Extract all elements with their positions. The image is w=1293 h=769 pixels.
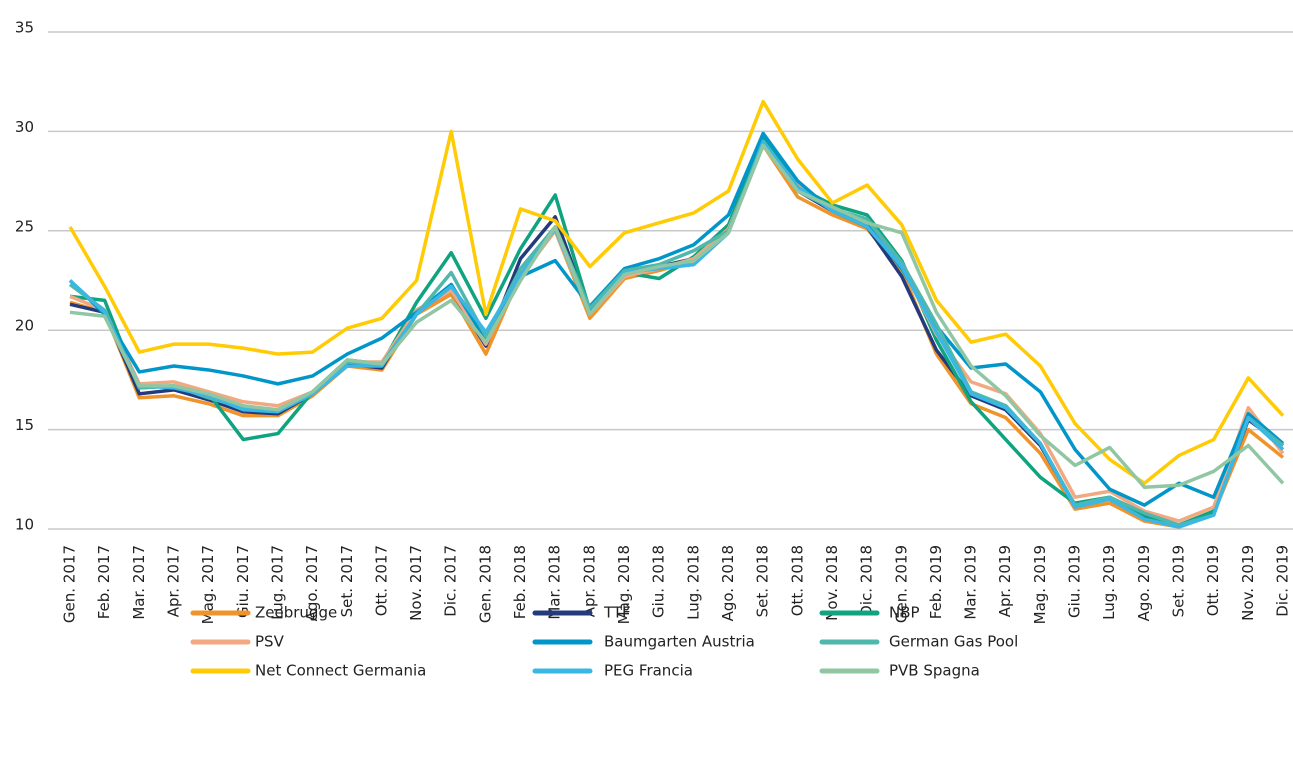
series-line	[69, 139, 1285, 527]
x-tick-label: Feb. 2017	[95, 545, 113, 619]
x-tick-label: Giu. 2019	[1066, 545, 1084, 618]
legend-label: PEG Francia	[604, 662, 693, 680]
x-tick-label: Gen. 2018	[476, 545, 494, 623]
x-tick-label: Ott. 2019	[1204, 545, 1222, 616]
x-tick-label: Dic. 2017	[442, 545, 460, 617]
series-line	[69, 143, 1285, 523]
x-tick-label: Nov. 2018	[823, 545, 841, 621]
x-tick-label: Mag. 2018	[615, 545, 633, 624]
x-tick-label: Ago. 2018	[719, 545, 737, 621]
y-tick-label: 20	[15, 317, 34, 335]
y-tick-label: 10	[15, 516, 34, 534]
x-tick-label: Mar. 2017	[130, 545, 148, 620]
y-tick-label: 25	[15, 217, 34, 235]
series-line	[69, 135, 1285, 527]
x-tick-label: Lug. 2017	[268, 545, 286, 620]
legend-label: Baumgarten Austria	[604, 633, 755, 651]
series-line	[68, 141, 1285, 527]
x-tick-label: Gen. 2017	[61, 545, 79, 623]
x-tick-label: Ott. 2017	[372, 545, 390, 616]
x-tick-label: Ago. 2019	[1135, 545, 1153, 621]
series-line	[69, 143, 1285, 490]
x-tick-label: Apr. 2018	[580, 545, 598, 617]
x-tick-label: Nov. 2017	[407, 545, 425, 621]
x-tick-label: Dic. 2018	[858, 545, 876, 617]
x-tick-label: Mar. 2019	[962, 545, 980, 620]
legend-label: PSV	[255, 633, 285, 651]
x-tick-label: Feb. 2018	[511, 545, 529, 619]
y-tick-label: 30	[15, 118, 34, 136]
x-tick-label: Giu. 2018	[650, 545, 668, 618]
series-line	[68, 139, 1285, 529]
legend-label: NBP	[889, 604, 920, 622]
legend-label: Zeebrugge	[255, 604, 337, 622]
y-tick-label: 35	[15, 19, 34, 37]
x-tick-label: Giu. 2017	[234, 545, 252, 618]
series-line	[68, 131, 1285, 507]
x-tick-label: Nov. 2019	[1239, 545, 1257, 621]
x-tick-label: Lug. 2019	[1100, 545, 1118, 620]
x-tick-label: Lug. 2018	[684, 545, 702, 620]
legend-label: TTF	[603, 604, 631, 622]
x-tick-label: Gen. 2019	[892, 545, 910, 623]
legend-label: Net Connect Germania	[255, 662, 426, 680]
x-tick-label: Ago. 2017	[303, 545, 321, 621]
legend-label: German Gas Pool	[889, 633, 1018, 651]
x-tick-label: Set. 2017	[338, 545, 356, 617]
x-tick-label: Dic. 2019	[1274, 545, 1292, 617]
x-tick-label: Feb. 2019	[927, 545, 945, 619]
y-tick-label: 15	[15, 416, 34, 434]
legend-label: PVB Spagna	[889, 662, 980, 680]
x-tick-label: Set. 2018	[754, 545, 772, 617]
series-line	[68, 99, 1285, 486]
x-tick-label: Mag. 2017	[199, 545, 217, 624]
x-tick-label: Apr. 2017	[164, 545, 182, 617]
x-tick-label: Mar. 2018	[546, 545, 564, 620]
x-tick-label: Set. 2019	[1170, 545, 1188, 617]
x-tick-label: Mag. 2019	[1031, 545, 1049, 624]
series-line	[69, 143, 1285, 529]
x-tick-label: Apr. 2019	[996, 545, 1014, 617]
x-tick-label: Ott. 2018	[788, 545, 806, 616]
